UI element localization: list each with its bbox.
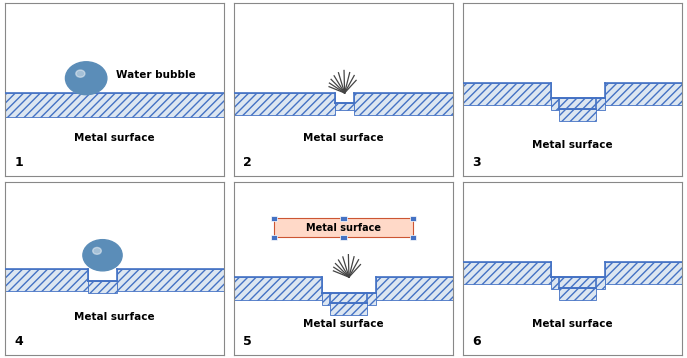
Text: Metal surface: Metal surface xyxy=(532,140,613,150)
Text: 2: 2 xyxy=(243,156,252,169)
Bar xyxy=(464,83,551,105)
Bar xyxy=(605,83,682,105)
Text: 6: 6 xyxy=(472,335,481,348)
Text: Metal surface: Metal surface xyxy=(74,312,155,322)
Bar xyxy=(341,216,346,221)
Bar xyxy=(5,268,89,291)
Bar xyxy=(117,268,223,291)
Bar xyxy=(341,235,346,240)
Bar xyxy=(354,93,453,116)
Text: 4: 4 xyxy=(14,335,23,348)
Text: 1: 1 xyxy=(14,156,23,169)
Text: 3: 3 xyxy=(472,156,481,169)
Bar xyxy=(376,277,453,300)
Bar xyxy=(330,303,368,315)
Bar xyxy=(551,277,605,289)
Bar xyxy=(271,235,277,240)
Text: Metal surface: Metal surface xyxy=(74,133,155,143)
Circle shape xyxy=(93,247,101,254)
Bar xyxy=(464,262,551,284)
Text: Metal surface: Metal surface xyxy=(532,319,613,329)
Bar xyxy=(234,93,335,116)
Bar xyxy=(234,277,322,300)
Bar xyxy=(605,262,682,284)
FancyBboxPatch shape xyxy=(273,218,414,237)
Bar xyxy=(559,108,596,121)
Bar xyxy=(551,98,605,110)
Circle shape xyxy=(76,70,85,77)
Bar xyxy=(335,103,354,110)
Bar xyxy=(271,216,277,221)
Circle shape xyxy=(83,240,122,271)
Text: Water bubble: Water bubble xyxy=(115,70,195,80)
Bar xyxy=(559,287,596,300)
Bar xyxy=(5,93,223,117)
Bar xyxy=(89,281,117,293)
Text: Metal surface: Metal surface xyxy=(303,133,384,143)
Text: Metal surface: Metal surface xyxy=(303,319,384,329)
Bar xyxy=(410,235,416,240)
Circle shape xyxy=(65,62,107,95)
Text: 5: 5 xyxy=(243,335,252,348)
Bar xyxy=(322,293,376,305)
Text: Metal surface: Metal surface xyxy=(306,223,381,233)
Bar xyxy=(410,216,416,221)
